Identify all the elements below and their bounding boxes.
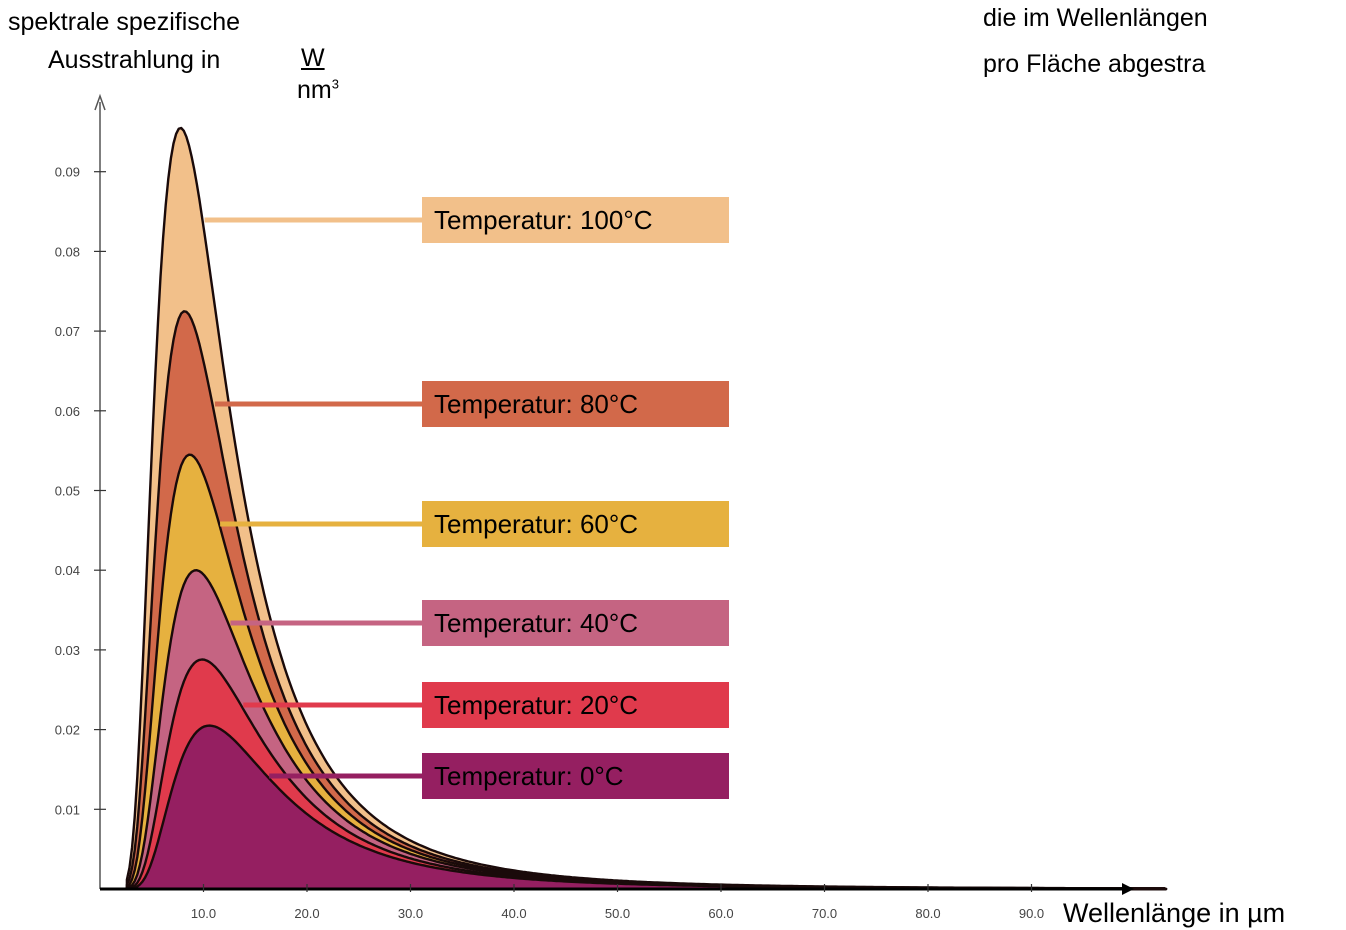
x-tick-label-80-0: 80.0	[915, 906, 940, 921]
y-axis-unit-den-text: nm	[297, 76, 332, 104]
y-axis-unit-numerator: W	[301, 44, 325, 72]
label-box-temperatur-100-c	[422, 197, 729, 243]
y-axis-arrow	[94, 93, 106, 111]
label-text-temperatur-80-c: Temperatur: 80°C	[434, 389, 638, 419]
label-text-temperatur-20-c: Temperatur: 20°C	[434, 690, 638, 720]
y-tick-label-0-03: 0.03	[55, 643, 80, 658]
y-axis-unit-exponent: 3	[331, 76, 339, 92]
label-text-temperatur-0-c: Temperatur: 0°C	[434, 761, 624, 791]
x-tick-label-40-0: 40.0	[501, 906, 526, 921]
label-box-temperatur-20-c	[422, 682, 729, 728]
y-axis-unit-denominator: nm3	[297, 76, 339, 105]
series-labels: Temperatur: 100°C Temperatur: 80°C Tempera…	[422, 197, 729, 799]
label-box-temperatur-60-c	[422, 501, 729, 547]
x-tick-label-30-0: 30.0	[398, 906, 423, 921]
x-axis-label: Wellenlänge in µm	[1063, 898, 1285, 928]
x-tick-label-10-0: 10.0	[191, 906, 216, 921]
y-tick-labels: 0.01 0.02 0.03 0.04 0.05 0.06 0.07 0.08 0.09	[55, 165, 80, 818]
y-tick-label-0-02: 0.02	[55, 723, 80, 738]
y-tick-label-0-05: 0.05	[55, 484, 80, 499]
label-box-temperatur-80-c	[422, 381, 729, 427]
x-tick-labels: 10.0 20.0 30.0 40.0 50.0 60.0 70.0 80.0 90.0	[191, 906, 1044, 921]
label-text-temperatur-100-c: Temperatur: 100°C	[434, 205, 653, 235]
y-axis-label-line1: spektrale spezifische	[8, 8, 241, 36]
x-tick-label-20-0: 20.0	[294, 906, 319, 921]
y-axis-label-line2: Ausstrahlung in	[48, 46, 221, 74]
x-tick-label-70-0: 70.0	[812, 906, 837, 921]
axes	[94, 93, 1134, 895]
label-box-temperatur-40-c	[422, 600, 729, 646]
x-axis-arrow	[1122, 883, 1134, 895]
corner-text-line2: pro Fläche abgestra	[983, 50, 1206, 78]
x-tick-label-90-0: 90.0	[1019, 906, 1044, 921]
y-tick-label-0-01: 0.01	[55, 802, 80, 817]
label-text-temperatur-60-c: Temperatur: 60°C	[434, 509, 638, 539]
label-box-temperatur-0-c	[422, 753, 729, 799]
y-tick-label-0-08: 0.08	[55, 244, 80, 259]
y-tick-label-0-07: 0.07	[55, 324, 80, 339]
y-tick-label-0-06: 0.06	[55, 404, 80, 419]
y-tick-label-0-04: 0.04	[55, 563, 80, 578]
y-tick-label-0-09: 0.09	[55, 165, 80, 180]
corner-text-line1: die im Wellenlängen	[983, 4, 1208, 32]
label-connectors	[204, 217, 422, 779]
x-tick-label-60-0: 60.0	[708, 906, 733, 921]
x-tick-label-50-0: 50.0	[605, 906, 630, 921]
label-text-temperatur-40-c: Temperatur: 40°C	[434, 608, 638, 638]
